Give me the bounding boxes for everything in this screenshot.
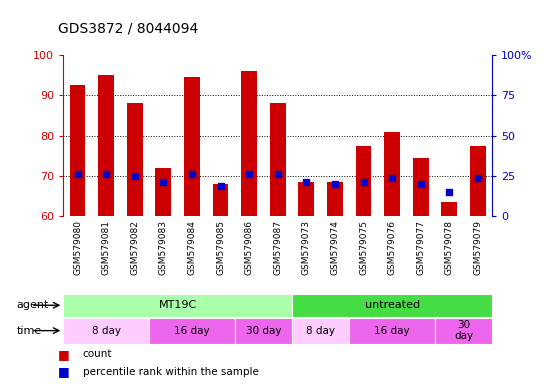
Point: [388, 175, 397, 181]
Bar: [292, 318, 349, 344]
Bar: [327, 182, 343, 216]
Text: 30 day: 30 day: [246, 326, 281, 336]
Bar: [384, 132, 400, 216]
Bar: [63, 318, 149, 344]
Bar: [235, 318, 292, 344]
Point: [216, 183, 225, 189]
Text: 8 day: 8 day: [306, 326, 335, 336]
Point: [474, 175, 482, 181]
Bar: [435, 318, 492, 344]
Text: 8 day: 8 day: [92, 326, 120, 336]
Text: GSM579080: GSM579080: [73, 220, 82, 275]
Bar: [149, 318, 235, 344]
Bar: [299, 182, 314, 216]
Bar: [356, 146, 371, 216]
Text: GSM579085: GSM579085: [216, 220, 225, 275]
Point: [302, 179, 311, 185]
Bar: [413, 158, 428, 216]
Text: GSM579074: GSM579074: [331, 220, 339, 275]
Bar: [270, 103, 285, 216]
Point: [245, 171, 254, 177]
Text: 16 day: 16 day: [375, 326, 410, 336]
Bar: [184, 77, 200, 216]
Text: GSM579076: GSM579076: [388, 220, 397, 275]
Text: GSM579086: GSM579086: [245, 220, 254, 275]
Text: agent: agent: [16, 300, 49, 310]
Bar: [470, 146, 486, 216]
Bar: [63, 294, 292, 317]
Point: [416, 181, 425, 187]
Bar: [127, 103, 142, 216]
Point: [102, 171, 111, 177]
Text: GSM579081: GSM579081: [102, 220, 111, 275]
Text: time: time: [16, 326, 42, 336]
Bar: [442, 202, 457, 216]
Point: [188, 171, 196, 177]
Text: GSM579073: GSM579073: [302, 220, 311, 275]
Text: MT19C: MT19C: [158, 300, 197, 310]
Bar: [349, 318, 435, 344]
Text: GSM579083: GSM579083: [159, 220, 168, 275]
Bar: [156, 168, 171, 216]
Text: GSM579078: GSM579078: [445, 220, 454, 275]
Point: [359, 179, 368, 185]
Point: [273, 171, 282, 177]
Text: GSM579079: GSM579079: [474, 220, 482, 275]
Text: ■: ■: [58, 348, 69, 361]
Point: [73, 171, 82, 177]
Bar: [213, 184, 228, 216]
Text: 30
day: 30 day: [454, 320, 473, 341]
Bar: [70, 85, 85, 216]
Point: [331, 181, 339, 187]
Text: 16 day: 16 day: [174, 326, 210, 336]
Bar: [241, 71, 257, 216]
Text: GSM579075: GSM579075: [359, 220, 368, 275]
Text: count: count: [82, 349, 112, 359]
Text: GSM579087: GSM579087: [273, 220, 282, 275]
Text: ■: ■: [58, 365, 69, 378]
Point: [445, 189, 454, 195]
Text: GDS3872 / 8044094: GDS3872 / 8044094: [58, 22, 198, 36]
Text: percentile rank within the sample: percentile rank within the sample: [82, 366, 258, 377]
Text: GSM579082: GSM579082: [130, 220, 139, 275]
Bar: [292, 294, 492, 317]
Bar: [98, 75, 114, 216]
Point: [159, 179, 168, 185]
Text: GSM579084: GSM579084: [188, 220, 196, 275]
Text: untreated: untreated: [365, 300, 420, 310]
Text: GSM579077: GSM579077: [416, 220, 425, 275]
Point: [130, 173, 139, 179]
